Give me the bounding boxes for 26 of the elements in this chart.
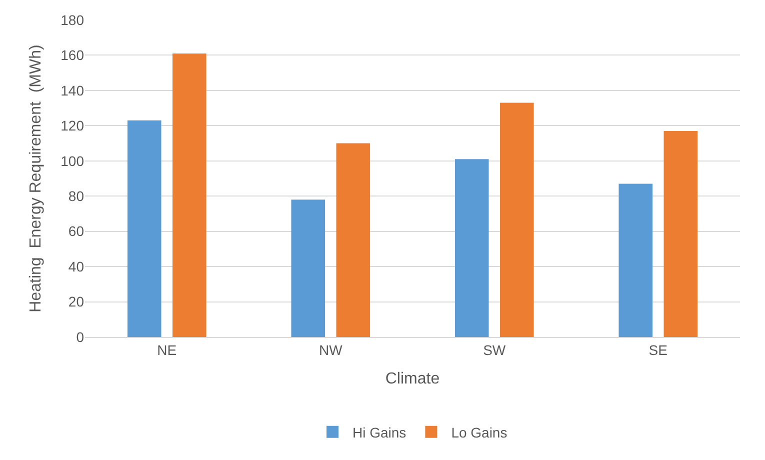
y-tick-label: 120	[60, 118, 84, 134]
legend-label: Hi Gains	[352, 424, 406, 440]
y-tick-label: 0	[76, 328, 84, 345]
x-tick-label: NE	[157, 342, 177, 358]
bar	[664, 130, 698, 337]
y-tick-label: 60	[68, 223, 84, 240]
bar	[454, 159, 489, 337]
y-tick-label: 20	[68, 294, 84, 310]
y-tick-label: 100	[60, 152, 84, 169]
bar	[336, 143, 370, 337]
bar	[127, 120, 162, 337]
y-tick-label: 40	[68, 258, 84, 274]
y-tick-label: 80	[68, 188, 84, 204]
y-tick-label: 180	[60, 12, 84, 28]
bar	[172, 53, 206, 337]
bar	[291, 200, 325, 337]
bar	[500, 102, 534, 337]
x-tick-label: SW	[483, 342, 506, 358]
x-tick-label: NW	[318, 342, 344, 358]
x-tick-label: SE	[648, 342, 668, 358]
y-axis-title: Heating Energy Requirement (MWh)	[28, 44, 45, 312]
x-axis-title: Climate	[385, 370, 440, 388]
y-tick-label: 160	[60, 47, 84, 64]
bar	[618, 184, 652, 337]
y-tick-label: 140	[60, 82, 84, 98]
legend-label: Lo Gains	[451, 424, 508, 440]
